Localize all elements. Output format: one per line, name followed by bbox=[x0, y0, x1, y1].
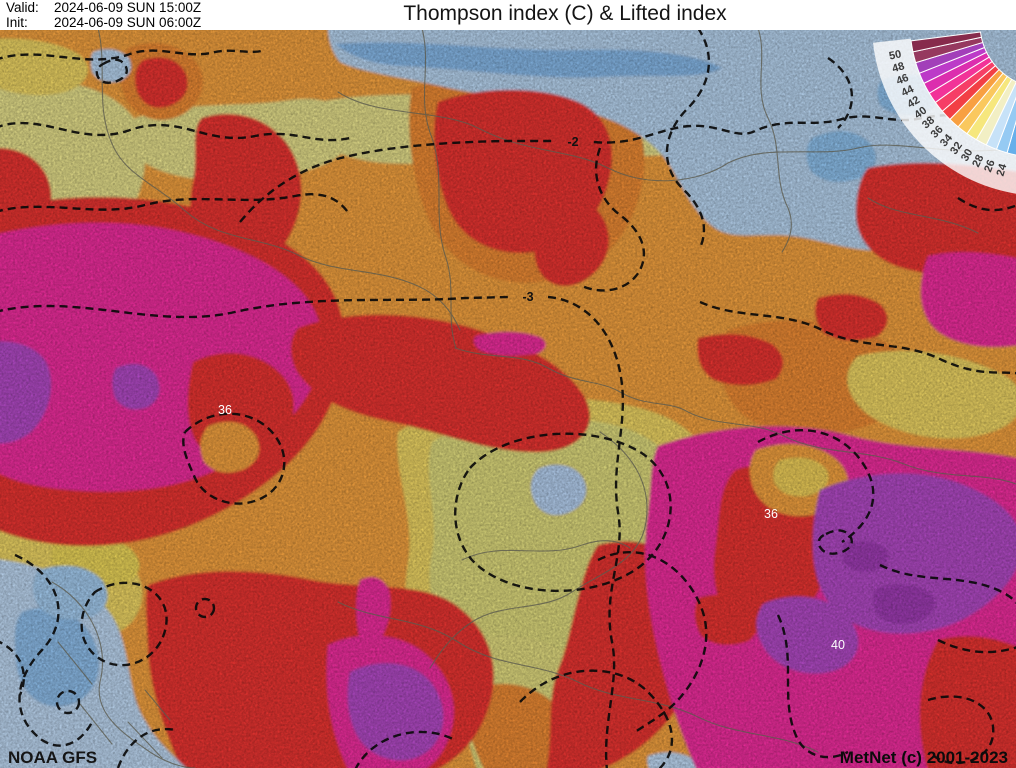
legend-tick-label: 42 bbox=[905, 94, 922, 111]
legend-tick-label: 48 bbox=[891, 60, 906, 75]
contour-value-label: -3 bbox=[522, 290, 533, 304]
legend-tick-label: 44 bbox=[900, 83, 917, 100]
init-label: Init: bbox=[6, 15, 28, 30]
header-meta: Valid: 2024-06-09 SUN 15:00Z Init: 2024-… bbox=[6, 0, 201, 30]
country-borders bbox=[51, 30, 1016, 768]
init-value: 2024-06-09 SUN 06:00Z bbox=[54, 15, 202, 30]
contour-value-label: 36 bbox=[764, 507, 778, 521]
terrain-shading bbox=[0, 30, 1016, 768]
lifted-index-contours bbox=[0, 30, 1016, 768]
contour-value-label: 36 bbox=[218, 403, 232, 417]
contour-value-label: 40 bbox=[831, 638, 845, 652]
valid-value: 2024-06-09 SUN 15:00Z bbox=[54, 0, 202, 15]
legend-tick-label: 24 bbox=[995, 162, 1010, 178]
legend-color-band bbox=[910, 31, 982, 53]
page-title: Thompson index (C) & Lifted index bbox=[403, 2, 727, 25]
legend-tick-label: 30 bbox=[959, 147, 976, 164]
legend-tick-label: 50 bbox=[888, 48, 902, 62]
contour-labels: -2 -3 36 36 40 bbox=[218, 135, 845, 652]
legend-tick-label: 32 bbox=[948, 140, 965, 157]
valid-label: Valid: bbox=[6, 0, 39, 15]
legend-label-ring bbox=[873, 38, 1016, 194]
contour-value-label: -2 bbox=[567, 135, 578, 149]
copyright-credit: MetNet (c) 2001-2023 bbox=[839, 748, 1008, 767]
model-credit: NOAA GFS bbox=[8, 748, 98, 767]
legend-tick-label: 46 bbox=[895, 72, 911, 88]
legend-tick-label: 28 bbox=[970, 153, 986, 169]
legend-tick-label: 40 bbox=[912, 104, 929, 121]
legend-tick-label: 26 bbox=[982, 158, 998, 174]
